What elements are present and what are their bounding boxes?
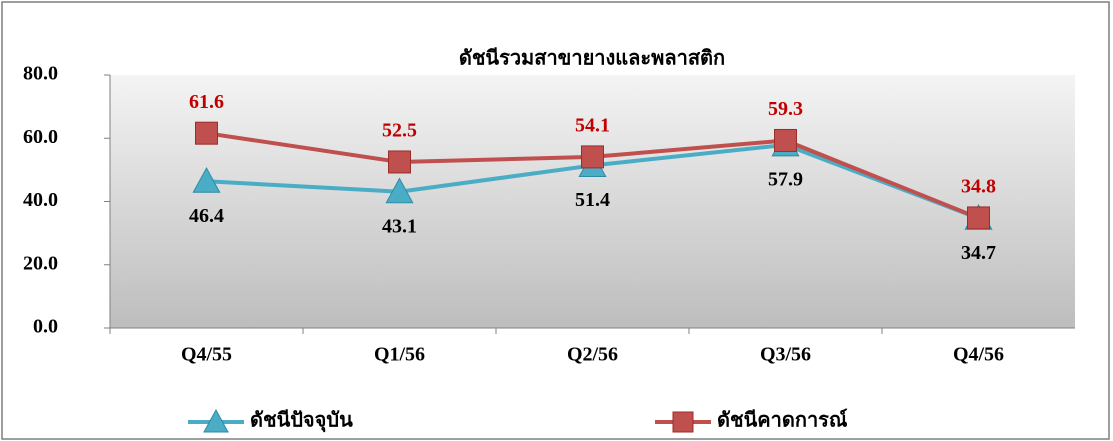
data-label: 54.1 — [575, 115, 610, 137]
y-tick-label: 60.0 — [23, 126, 58, 148]
y-tick-label: 20.0 — [23, 252, 58, 274]
point-marker — [195, 121, 218, 145]
point-marker — [388, 150, 411, 174]
x-tick-label: Q1/56 — [374, 344, 425, 366]
data-label: 52.5 — [382, 120, 417, 142]
data-label: 59.3 — [768, 98, 803, 120]
legend-label: ดัชนีปัจจุบัน — [250, 409, 353, 433]
data-label: 57.9 — [768, 168, 803, 190]
point-marker — [192, 167, 221, 193]
point-marker — [774, 128, 797, 152]
data-label: 34.7 — [961, 242, 996, 264]
y-tick-label: 40.0 — [23, 189, 58, 211]
data-label: 34.8 — [961, 176, 996, 198]
legend-marker — [672, 411, 694, 433]
data-label: 43.1 — [382, 215, 417, 237]
x-tick-label: Q4/55 — [181, 344, 232, 366]
legend-marker — [203, 408, 229, 433]
point-marker — [385, 177, 414, 204]
x-tick-label: Q2/56 — [567, 344, 618, 366]
legend-label: ดัชนีคาดการณ์ — [717, 409, 848, 432]
point-marker — [581, 145, 604, 169]
chart-title: ดัชนีรวมสาขายางและพลาสติก — [459, 47, 725, 70]
x-tick-label: Q4/56 — [953, 344, 1004, 366]
data-label: 51.4 — [575, 189, 610, 211]
plot-area — [110, 75, 1075, 328]
data-label: 61.6 — [189, 91, 224, 113]
y-tick-label: 0.0 — [33, 316, 58, 338]
x-tick-label: Q3/56 — [760, 344, 811, 366]
point-marker — [967, 206, 990, 230]
y-tick-label: 80.0 — [23, 63, 58, 85]
data-label: 46.4 — [189, 205, 224, 227]
